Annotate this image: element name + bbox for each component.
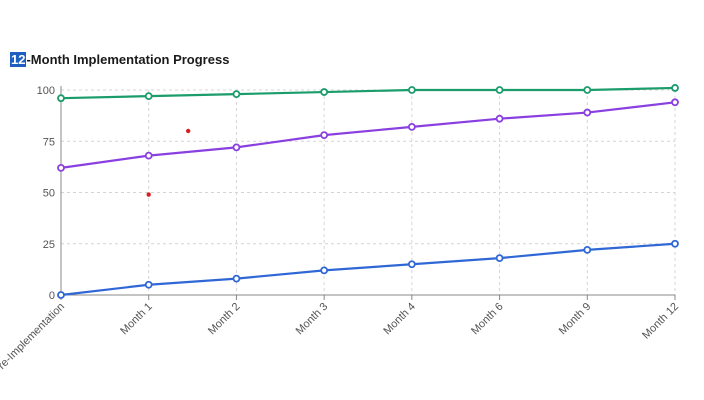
series-1-point (232, 90, 241, 98)
y-tick-label: 75 (43, 136, 55, 148)
x-tick-label: Pre-Implementation (0, 301, 67, 377)
series-1-point (57, 94, 65, 103)
series-3-point (495, 254, 504, 263)
series-line-3 (60, 242, 676, 297)
y-tick-label: 50 (43, 188, 55, 200)
series-2-point (320, 131, 329, 140)
series-2-point (583, 108, 592, 117)
x-tick-label: Month 12 (640, 301, 681, 342)
y-tick-label: 100 (37, 85, 55, 97)
series-3-point (320, 266, 329, 275)
series-1-point (320, 88, 329, 96)
x-tick-label: Month 4 (381, 301, 418, 338)
series-2-point (144, 151, 153, 160)
series-2-point (232, 143, 241, 152)
series-2-point (671, 98, 679, 107)
series-2-point (407, 123, 416, 131)
x-tick-label: Month 2 (206, 301, 243, 338)
series-3-point (583, 245, 592, 254)
grid-layer (61, 89, 676, 295)
chart-title: 12-Month Implementation Progress (10, 52, 229, 68)
series-1-point (671, 84, 679, 92)
series-1-point (144, 92, 153, 101)
stray-red-point (185, 128, 191, 134)
x-tick-label: Month 9 (557, 301, 594, 338)
series-2-point (57, 163, 65, 172)
y-tick-label: 0 (49, 290, 55, 302)
series-3-point (671, 239, 679, 248)
series-1-point (407, 86, 416, 94)
series-3-point (232, 274, 241, 283)
series-layer (57, 84, 679, 299)
series-3-point (407, 260, 416, 269)
series-1-point (583, 86, 592, 94)
y-tick-label: 25 (43, 239, 55, 251)
x-tick-label: Month 6 (469, 301, 506, 338)
series-3-point (144, 280, 153, 289)
series-line-2 (60, 101, 676, 169)
stray-red-point (146, 192, 151, 197)
chart-title-highlight: 12 (10, 52, 27, 67)
x-tick-label: Month 1 (118, 301, 155, 338)
series-line-1 (60, 86, 676, 100)
chart-title-rest: -Month Implementation Progress (26, 52, 230, 67)
label-layer: 0 25 50 75 100 Pre-Implementation Month 1 Month… (0, 85, 681, 377)
series-3-point (57, 291, 65, 299)
series-1-point (495, 86, 504, 94)
x-tick-label: Month 3 (294, 301, 331, 338)
series-2-point (495, 114, 504, 123)
